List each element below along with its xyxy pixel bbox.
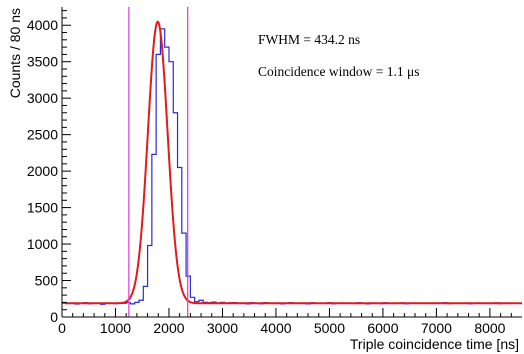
x-tick-label: 0 [58,320,66,336]
y-tick-label: 1500 [27,200,58,216]
y-tick-label: 500 [35,273,59,289]
y-tick-label: 1000 [27,236,58,252]
y-tick-label: 3500 [27,54,58,70]
x-tick-label: 2000 [153,320,184,336]
plot-clip-group [62,7,522,317]
x-tick-label: 7000 [421,320,452,336]
coincidence-window-annotation: Coincidence window = 1.1 μs [258,64,419,79]
axes: 0 1000 2000 3000 4000 5000 6000 7000 8000 0 500 100… [27,7,522,336]
fit-series [64,20,522,305]
y-tick-label: 0 [50,309,58,325]
y-axis-title: Counts / 80 ns [7,8,23,98]
y-tick-label: 2500 [27,127,58,143]
coincidence-window-lines [128,7,189,317]
x-axis-title: Triple coincidence time [ns] [350,336,519,352]
fwhm-annotation: FWHM = 434.2 ns [258,32,360,47]
x-tick-label: 1000 [100,320,131,336]
x-tick-label: 8000 [474,320,505,336]
y-tick-label: 3000 [27,90,58,106]
gaussian-fit-curve [64,20,522,305]
x-tick-label: 3000 [207,320,238,336]
x-tick-label: 5000 [314,320,345,336]
y-tick-label: 2000 [27,163,58,179]
x-tick-label: 6000 [367,320,398,336]
y-tick-label: 4000 [27,17,58,33]
x-tick-label: 4000 [260,320,291,336]
